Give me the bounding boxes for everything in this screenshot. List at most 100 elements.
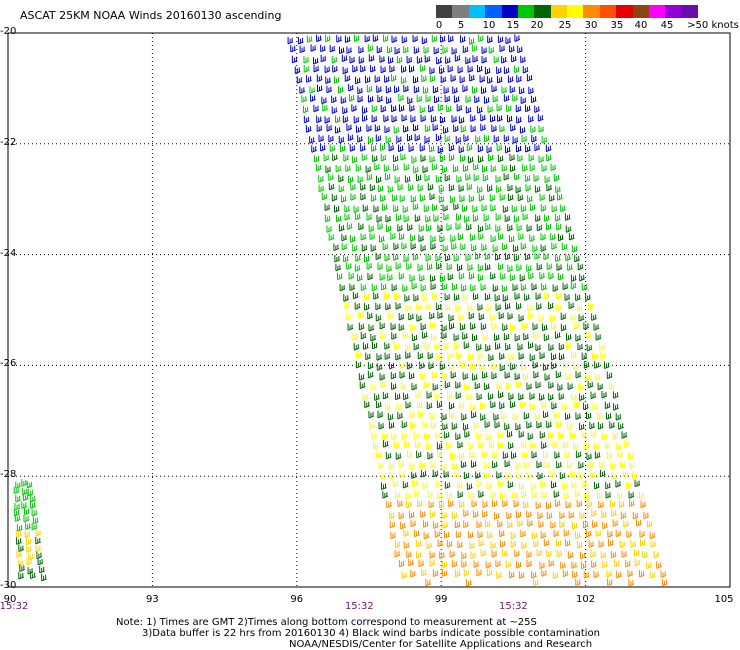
wind-barb [421,36,428,45]
wind-barb [504,252,511,261]
wind-barb [480,123,486,132]
wind-barb [541,164,548,172]
wind-barb [518,352,525,360]
wind-barb [531,490,538,499]
wind-barb [425,578,432,587]
wind-barb [353,116,360,124]
wind-barb [439,362,446,370]
wind-barb [515,185,522,194]
wind-barb [362,114,368,122]
wind-barb [463,215,470,223]
wind-barb [571,481,577,489]
wind-barb [505,560,512,568]
wind-barb [371,144,377,152]
wind-barb [556,263,563,271]
wind-barb [333,243,340,252]
wind-barb [527,195,533,203]
wind-barb [346,123,353,131]
wind-barb [468,491,475,500]
wind-barb [367,136,374,144]
wind-barb [501,164,508,172]
wind-barb [358,322,365,331]
wind-barb [443,470,450,478]
wind-barb [570,281,577,290]
wind-barb [411,281,418,290]
wind-barb [509,85,516,94]
wind-barb [575,412,582,420]
wind-barb [457,441,464,449]
colorbar-swatch [648,5,666,18]
wind-barb [632,512,639,520]
wind-barb [357,175,364,183]
wind-barb [421,568,427,577]
wind-barb [342,106,348,115]
wind-barb [433,214,440,222]
colorbar-tick-label: 5 [457,20,465,31]
wind-barb [479,363,486,371]
wind-barb [385,214,392,223]
wind-barb [395,213,402,222]
wind-barb [373,205,380,213]
wind-barb [430,234,437,243]
wind-barb [407,223,413,231]
wind-barb [425,94,432,103]
wind-barb [471,44,478,52]
wind-barb [495,224,501,233]
colorbar-swatch [534,5,551,18]
wind-barb [551,204,558,213]
wind-barb [498,390,504,399]
wind-barb [449,410,455,419]
wind-barb [426,391,433,399]
wind-barb [417,263,424,272]
wind-barb [401,571,408,579]
wind-barb [483,461,490,469]
wind-barb [593,323,600,331]
wind-barb [561,403,568,411]
wind-barb [366,85,373,93]
wind-barb [517,154,524,162]
wind-barb [400,153,407,161]
wind-barb [449,195,456,204]
wind-barb [656,561,662,569]
wind-barb [513,499,520,508]
wind-barb [393,441,400,449]
wind-barb [376,400,382,409]
wind-barb [448,314,455,322]
wind-barb [553,490,560,498]
wind-barb [380,65,387,74]
wind-barb [453,95,460,103]
wind-barb [393,253,399,261]
wind-barb [364,400,370,409]
wind-barb [468,442,475,450]
wind-barb [465,173,471,181]
wind-barb [455,391,462,400]
wind-barb [498,311,505,320]
wind-barb [415,440,421,449]
wind-barb [522,66,529,74]
colorbar-swatch [501,5,518,18]
wind-barb [583,402,589,411]
wind-barb [431,34,438,43]
wind-barb [577,342,584,351]
wind-barb [431,292,438,301]
wind-barb [377,410,384,419]
wind-barb [473,421,479,430]
wind-barb [503,94,510,102]
wind-barb [405,343,411,351]
wind-barb [432,123,439,131]
wind-barb [448,499,454,508]
wind-barb [452,86,458,94]
wind-barb [532,361,539,369]
wind-barb [416,94,423,103]
wind-barb [505,302,511,310]
wind-barb [448,183,455,192]
wind-barb [487,105,494,113]
wind-barb [457,66,464,74]
wind-barb [391,104,397,113]
wind-barb [490,114,496,123]
wind-barb [444,380,451,389]
wind-barb [606,371,613,380]
wind-barb [373,442,379,450]
wind-barb [397,499,403,508]
wind-barb [362,204,369,212]
